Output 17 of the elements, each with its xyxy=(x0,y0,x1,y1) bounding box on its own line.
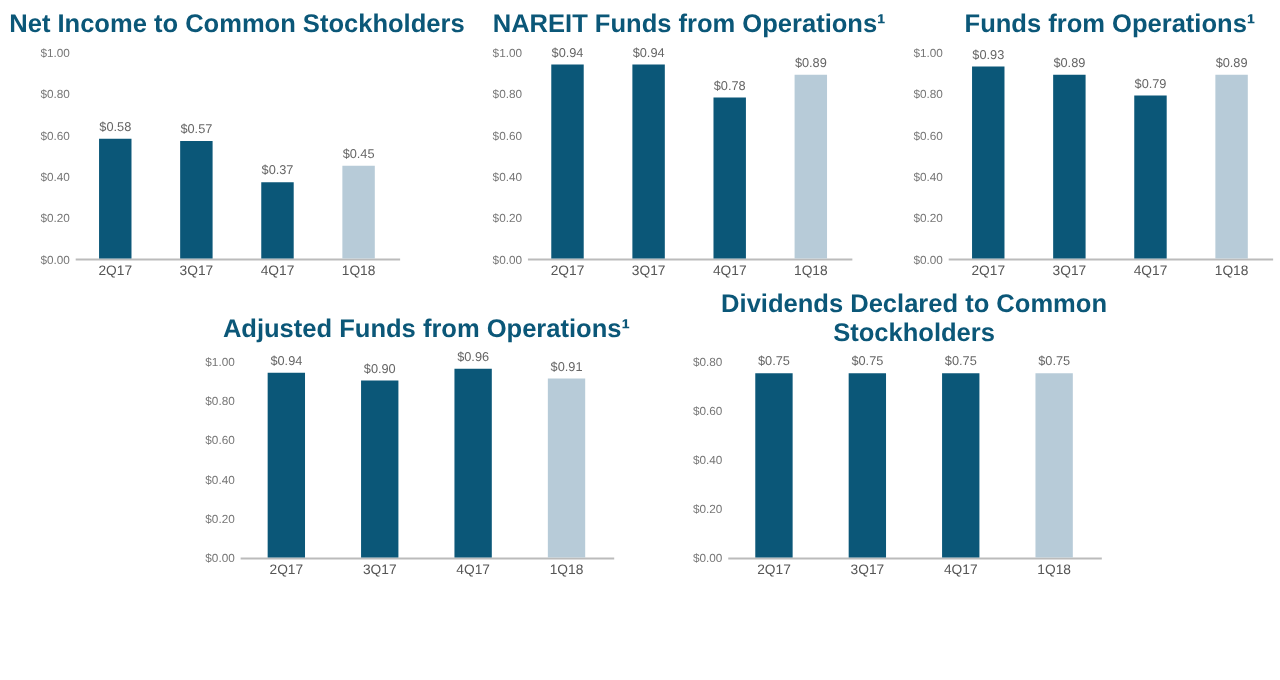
bar xyxy=(99,138,132,259)
bar xyxy=(261,182,294,259)
bar xyxy=(342,165,375,259)
bar xyxy=(972,66,1005,259)
bar xyxy=(1134,95,1167,259)
bar xyxy=(1053,74,1086,259)
bar xyxy=(632,64,665,259)
bar xyxy=(1215,74,1248,259)
bar xyxy=(794,74,828,259)
chart-title: Net Income to Common Stockholders xyxy=(9,8,465,39)
chart-title: Dividends Declared to Common Stockholders xyxy=(721,287,1107,348)
chart-title: NAREIT Funds from Operations¹ xyxy=(492,8,886,39)
bar xyxy=(180,140,213,259)
chart-title: Adjusted Funds from Operations¹ xyxy=(222,313,630,344)
bar xyxy=(551,64,584,259)
bar xyxy=(713,97,746,259)
chart-title: Funds from Operations¹ xyxy=(964,8,1256,39)
